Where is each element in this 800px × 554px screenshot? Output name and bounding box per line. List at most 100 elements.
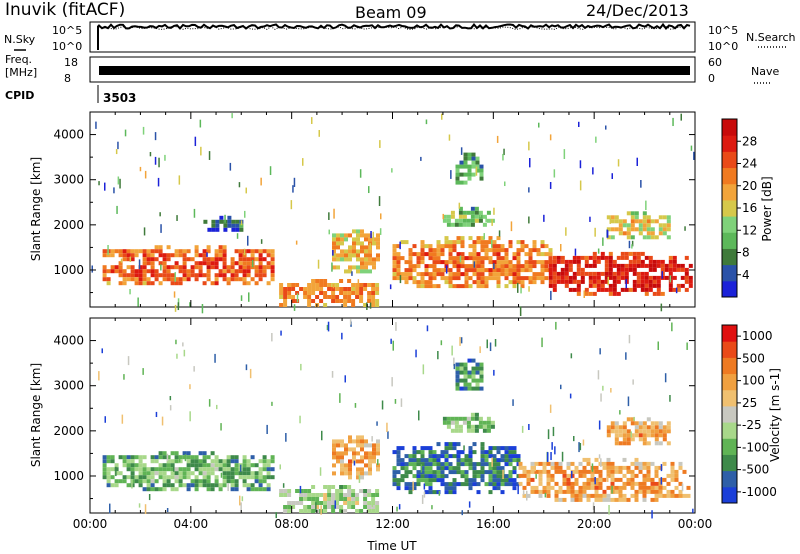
- echo-cell: [360, 475, 364, 480]
- echo-cell: [440, 252, 445, 257]
- echo-cell: [680, 275, 685, 280]
- echo-speckle: [609, 218, 611, 224]
- echo-cell: [203, 219, 208, 224]
- echo-speckle: [391, 168, 393, 173]
- echo-cell: [158, 451, 163, 456]
- echo-cell: [146, 277, 151, 282]
- echo-cell: [352, 245, 356, 250]
- echo-cell: [118, 273, 123, 278]
- echo-cell: [222, 483, 227, 488]
- echo-cell: [122, 459, 127, 464]
- echo-speckle: [200, 146, 202, 156]
- echo-cell: [612, 287, 617, 292]
- echo-cell: [234, 249, 239, 254]
- echo-cell: [660, 267, 665, 272]
- echo-cell: [594, 457, 599, 462]
- echo-cell: [462, 210, 467, 215]
- echo-speckle: [231, 113, 233, 119]
- echo-cell: [190, 479, 195, 484]
- echo-cell: [444, 236, 449, 241]
- echo-speckle: [239, 464, 242, 472]
- echo-cell: [544, 268, 549, 273]
- echo-cell: [546, 481, 551, 486]
- echo-cell: [343, 501, 348, 505]
- echo-cell: [242, 257, 247, 262]
- echo-cell: [332, 447, 336, 452]
- echo-cell: [616, 271, 621, 276]
- echo-cell: [478, 424, 483, 429]
- echo-speckle: [183, 349, 186, 357]
- echo-cell: [396, 264, 401, 269]
- echo-cell: [420, 280, 425, 285]
- echo-cell: [642, 433, 647, 438]
- echo-cell: [670, 473, 675, 478]
- echo-cell: [558, 461, 563, 466]
- echo-cell: [206, 257, 211, 262]
- echo-cell: [339, 279, 344, 283]
- echo-speckle: [486, 339, 488, 349]
- echo-cell: [654, 489, 659, 494]
- echo-cell: [488, 260, 493, 265]
- echo-cell: [512, 284, 517, 289]
- echo-cell: [242, 261, 247, 266]
- echo-cell: [202, 475, 207, 480]
- echo-cell: [538, 469, 543, 474]
- echo-cell: [400, 256, 405, 261]
- echo-cell: [684, 275, 689, 280]
- echo-cell: [452, 482, 457, 487]
- echo-cell: [364, 245, 368, 250]
- echo-speckle: [594, 227, 596, 237]
- echo-cell: [480, 268, 485, 273]
- echo-cell: [170, 487, 175, 492]
- echo-cell: [578, 461, 583, 466]
- echo-cell: [436, 478, 441, 483]
- echo-cell: [548, 259, 553, 264]
- echo-cell: [142, 253, 147, 258]
- echo-cell: [464, 458, 469, 463]
- echo-cell: [492, 458, 497, 463]
- echo-cell: [590, 485, 595, 490]
- echo-speckle: [279, 464, 281, 470]
- echo-cell: [566, 461, 571, 466]
- echo-cell: [488, 236, 493, 241]
- echo-cell: [371, 501, 376, 505]
- echo-cell: [562, 473, 567, 478]
- echo-cell: [174, 277, 179, 282]
- echo-cell: [420, 260, 425, 265]
- echo-cell: [638, 465, 643, 470]
- echo-cell: [578, 485, 583, 490]
- echo-cell: [508, 272, 513, 277]
- echo-cell: [170, 281, 175, 286]
- echo-cell: [210, 471, 215, 476]
- echo-cell: [456, 260, 461, 265]
- echo-cell: [198, 273, 203, 278]
- echo-cell: [178, 479, 183, 484]
- echo-cell: [467, 164, 472, 169]
- echo-speckle: [493, 207, 495, 215]
- echo-speckle: [412, 481, 414, 491]
- echo-cell: [254, 471, 259, 476]
- echo-cell: [660, 291, 665, 296]
- xtick-label: 08:00: [274, 517, 309, 531]
- echo-cell: [291, 501, 296, 505]
- echo-cell: [376, 237, 380, 242]
- echo-cell: [480, 272, 485, 277]
- echo-cell: [190, 471, 195, 476]
- echo-cell: [323, 291, 328, 295]
- echo-cell: [348, 463, 352, 468]
- echo-cell: [464, 256, 469, 261]
- echo-cell: [122, 475, 127, 480]
- echo-cell: [608, 259, 613, 264]
- echo-cell: [492, 486, 497, 491]
- echo-cell: [178, 475, 183, 480]
- echo-speckle: [271, 401, 273, 406]
- echo-cell: [258, 269, 263, 274]
- echo-cell: [456, 284, 461, 289]
- echo-speckle: [98, 181, 100, 186]
- echo-cell: [258, 265, 263, 270]
- echo-cell: [516, 264, 521, 269]
- echo-cell: [424, 478, 429, 483]
- echo-cell: [404, 462, 409, 467]
- echo-cell: [327, 501, 332, 505]
- echo-speckle: [247, 235, 249, 246]
